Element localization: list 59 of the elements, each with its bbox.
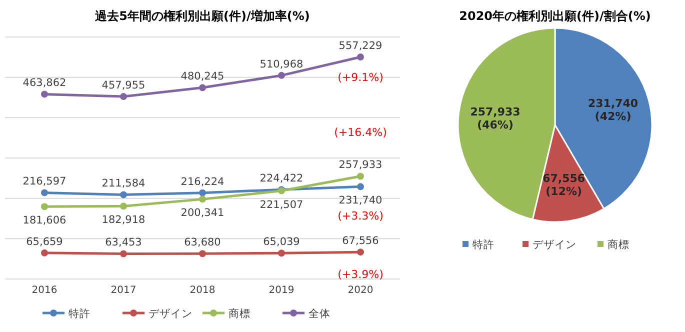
legend-label: 特許 <box>68 307 90 320</box>
legend-label: デザイン <box>148 308 192 320</box>
data-label: 216,597 <box>22 176 66 188</box>
annotation: (+3.3%) <box>338 210 384 223</box>
data-label: 257,933 <box>338 159 382 172</box>
legend-label: デザイン <box>532 239 576 251</box>
data-label: 65,039 <box>263 236 300 248</box>
data-label: 257,933 (46%) <box>470 106 520 132</box>
data-label: 557,229 <box>338 40 382 52</box>
data-label: 224,422 <box>260 172 304 185</box>
data-label: 65,659 <box>26 236 63 248</box>
annotation: (+16.4%) <box>334 126 387 140</box>
x-tick-label: 2016 <box>32 285 58 296</box>
point <box>120 93 127 100</box>
text: (+3.9%) <box>338 268 384 282</box>
point <box>41 189 48 196</box>
point <box>357 172 364 180</box>
data-label: 200,341 <box>180 207 224 220</box>
chart-title: 2020年の権利別出願(件)/割合(%) <box>459 9 651 23</box>
data-label: 181,606 <box>22 214 67 227</box>
annotation: (+9.1%) <box>338 71 384 84</box>
data-label: 63,680 <box>184 236 221 249</box>
point <box>199 250 206 258</box>
data-label: 510,968 <box>260 58 304 70</box>
x-tick-label: 2018 <box>190 285 216 296</box>
data-label: 221,507 <box>260 198 304 211</box>
point <box>120 202 127 210</box>
point <box>41 90 48 98</box>
point <box>41 249 48 256</box>
point <box>199 196 206 203</box>
data-label: 231,740 (42%) <box>588 96 638 123</box>
point <box>199 189 206 196</box>
data-label: 231,740 <box>338 194 382 207</box>
point <box>199 84 206 92</box>
data-label: 480,245 <box>180 70 224 83</box>
point <box>278 250 285 257</box>
x-tick-label: 2017 <box>110 285 136 296</box>
point <box>357 54 364 60</box>
point <box>120 250 127 258</box>
chart-title: 過去5年間の権利別出願(件)/増加率(%) <box>94 9 310 23</box>
data-label: 216,224 <box>180 176 225 188</box>
point <box>357 248 364 256</box>
data-label: 463,862 <box>22 77 66 90</box>
legend-label: 特許 <box>472 238 494 251</box>
legend-label: 全体 <box>308 308 330 320</box>
data-label: 67,556 (12%) <box>542 172 586 198</box>
x-tick-label: 2020 <box>348 285 374 296</box>
data-label: 457,955 <box>102 80 146 92</box>
point <box>357 183 364 190</box>
data-label: 211,584 <box>102 178 146 190</box>
data-label: 63,453 <box>105 236 142 249</box>
point <box>278 72 285 79</box>
data-label: 67,556 <box>342 235 380 248</box>
legend-label: 商標 <box>228 307 250 320</box>
point <box>41 203 48 210</box>
point <box>120 191 127 198</box>
x-tick-label: 2019 <box>268 285 294 296</box>
legend-label: 商標 <box>608 238 630 251</box>
data-label: 182,918 <box>102 214 146 226</box>
